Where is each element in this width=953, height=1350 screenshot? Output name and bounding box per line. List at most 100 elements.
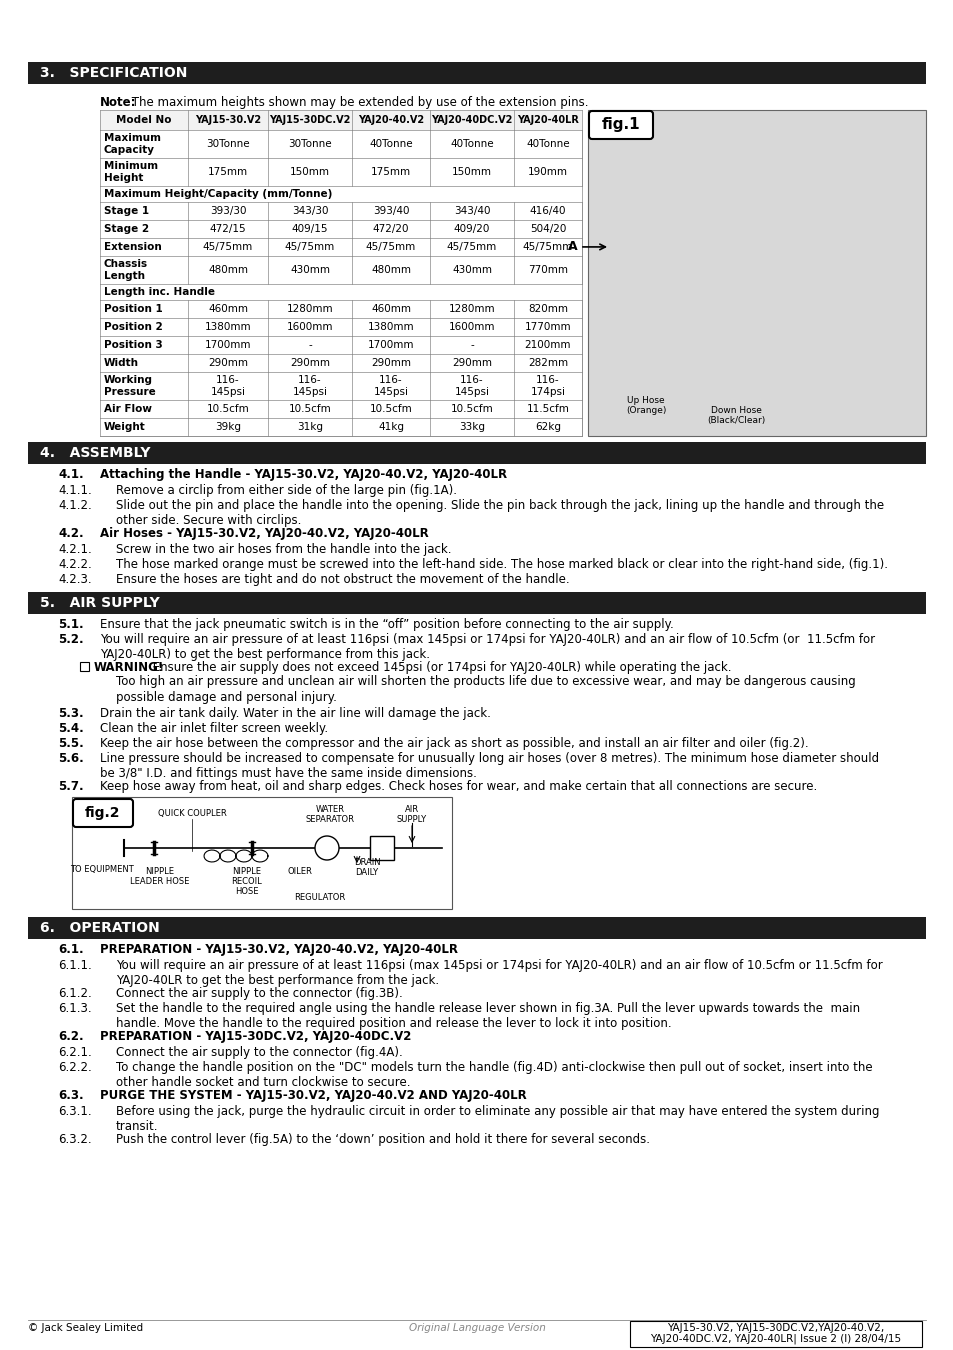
Text: 290mm: 290mm xyxy=(290,358,330,369)
Bar xyxy=(370,836,394,860)
Text: 1700mm: 1700mm xyxy=(367,340,414,350)
Text: 290mm: 290mm xyxy=(371,358,411,369)
Text: TO EQUIPMENT: TO EQUIPMENT xyxy=(71,865,133,873)
Text: Line pressure should be increased to compensate for unusually long air hoses (ov: Line pressure should be increased to com… xyxy=(100,752,879,780)
Text: 10.5cfm: 10.5cfm xyxy=(450,404,493,414)
Text: 430mm: 430mm xyxy=(290,265,330,275)
Text: 460mm: 460mm xyxy=(371,304,411,315)
Text: -: - xyxy=(308,340,312,350)
Bar xyxy=(100,130,581,158)
Bar xyxy=(28,917,925,940)
Text: 5.3.: 5.3. xyxy=(58,707,84,720)
Text: © Jack Sealey Limited: © Jack Sealey Limited xyxy=(28,1323,143,1332)
Text: 409/15: 409/15 xyxy=(292,224,328,234)
Text: Too high an air pressure and unclean air will shorten the products life due to e: Too high an air pressure and unclean air… xyxy=(116,675,855,688)
Text: 30Tonne: 30Tonne xyxy=(206,139,250,148)
Text: 45/75mm: 45/75mm xyxy=(366,242,416,252)
Text: Original Language Version: Original Language Version xyxy=(408,1323,545,1332)
Text: YAJ20-40.V2: YAJ20-40.V2 xyxy=(357,115,424,126)
Text: YAJ20-40DC.V2, YAJ20-40LR| Issue 2 (I) 28/04/15: YAJ20-40DC.V2, YAJ20-40LR| Issue 2 (I) 2… xyxy=(650,1334,901,1345)
Text: 6.2.1.: 6.2.1. xyxy=(58,1046,91,1058)
Text: 3.   SPECIFICATION: 3. SPECIFICATION xyxy=(40,66,187,80)
Bar xyxy=(80,662,89,671)
Text: 116-
145psi: 116- 145psi xyxy=(211,375,245,397)
Text: PURGE THE SYSTEM - YAJ15-30.V2, YAJ20-40.V2 AND YAJ20-40LR: PURGE THE SYSTEM - YAJ15-30.V2, YAJ20-40… xyxy=(100,1089,526,1102)
Text: REGULATOR: REGULATOR xyxy=(294,892,345,902)
Text: Ensure that the jack pneumatic switch is in the “off” position before connecting: Ensure that the jack pneumatic switch is… xyxy=(100,618,673,630)
Text: 62kg: 62kg xyxy=(535,423,560,432)
Text: 175mm: 175mm xyxy=(208,167,248,177)
Text: 472/15: 472/15 xyxy=(210,224,246,234)
Text: 45/75mm: 45/75mm xyxy=(522,242,573,252)
Text: 460mm: 460mm xyxy=(208,304,248,315)
Text: 116-
145psi: 116- 145psi xyxy=(374,375,408,397)
Text: 6.2.2.: 6.2.2. xyxy=(58,1061,91,1075)
Text: 5.4.: 5.4. xyxy=(58,722,84,734)
Text: Position 3: Position 3 xyxy=(104,340,163,350)
Text: fig.2: fig.2 xyxy=(85,806,121,819)
Text: 1600mm: 1600mm xyxy=(448,323,495,332)
Bar xyxy=(100,109,581,130)
Text: Drain the air tank daily. Water in the air line will damage the jack.: Drain the air tank daily. Water in the a… xyxy=(100,707,491,720)
FancyBboxPatch shape xyxy=(73,799,132,828)
Text: Connect the air supply to the connector (fig.3B).: Connect the air supply to the connector … xyxy=(116,987,402,1000)
Text: 1280mm: 1280mm xyxy=(448,304,495,315)
Text: 40Tonne: 40Tonne xyxy=(369,139,413,148)
Text: 480mm: 480mm xyxy=(208,265,248,275)
Text: 39kg: 39kg xyxy=(214,423,241,432)
Bar xyxy=(100,284,581,300)
Bar xyxy=(28,62,925,84)
Text: 40Tonne: 40Tonne xyxy=(526,139,569,148)
Bar xyxy=(587,109,925,436)
Text: 6.3.1.: 6.3.1. xyxy=(58,1106,91,1118)
Text: AIR
SUPPLY: AIR SUPPLY xyxy=(396,805,427,825)
Text: You will require an air pressure of at least 116psi (max 145psi or 174psi for YA: You will require an air pressure of at l… xyxy=(116,958,882,987)
Text: Clean the air inlet filter screen weekly.: Clean the air inlet filter screen weekly… xyxy=(100,722,328,734)
Text: 4.2.1.: 4.2.1. xyxy=(58,543,91,556)
Bar xyxy=(100,418,581,436)
Bar xyxy=(100,319,581,336)
Bar xyxy=(100,238,581,256)
Text: 5.1.: 5.1. xyxy=(58,618,84,630)
Bar xyxy=(100,202,581,220)
Circle shape xyxy=(314,836,338,860)
Text: QUICK COUPLER: QUICK COUPLER xyxy=(157,809,226,818)
Text: Position 1: Position 1 xyxy=(104,304,163,315)
Text: 4.1.1.: 4.1.1. xyxy=(58,485,91,497)
Text: YAJ15-30DC.V2: YAJ15-30DC.V2 xyxy=(269,115,351,126)
Text: 4.2.2.: 4.2.2. xyxy=(58,558,91,571)
Text: WARNING!: WARNING! xyxy=(94,662,164,674)
Text: Stage 1: Stage 1 xyxy=(104,207,149,216)
Text: 10.5cfm: 10.5cfm xyxy=(289,404,331,414)
Text: 480mm: 480mm xyxy=(371,265,411,275)
Bar xyxy=(28,593,925,614)
Text: 45/75mm: 45/75mm xyxy=(446,242,497,252)
FancyBboxPatch shape xyxy=(588,111,652,139)
Text: PREPARATION - YAJ15-30DC.V2, YAJ20-40DC.V2: PREPARATION - YAJ15-30DC.V2, YAJ20-40DC.… xyxy=(100,1030,411,1044)
Text: 40Tonne: 40Tonne xyxy=(450,139,494,148)
Text: LEADER HOSE: LEADER HOSE xyxy=(131,878,190,886)
Text: 31kg: 31kg xyxy=(296,423,323,432)
Text: 290mm: 290mm xyxy=(208,358,248,369)
Text: To change the handle position on the "DC" models turn the handle (fig.4D) anti-c: To change the handle position on the "DC… xyxy=(116,1061,872,1089)
Bar xyxy=(100,300,581,319)
Text: Slide out the pin and place the handle into the opening. Slide the pin back thro: Slide out the pin and place the handle i… xyxy=(116,500,883,526)
Text: Up Hose
(Orange): Up Hose (Orange) xyxy=(625,396,665,416)
Text: 820mm: 820mm xyxy=(527,304,567,315)
Text: Air Flow: Air Flow xyxy=(104,404,152,414)
Text: Ensure the hoses are tight and do not obstruct the movement of the handle.: Ensure the hoses are tight and do not ob… xyxy=(116,572,569,586)
Text: 4.   ASSEMBLY: 4. ASSEMBLY xyxy=(40,446,151,460)
Text: NIPPLE: NIPPLE xyxy=(233,867,261,876)
Bar xyxy=(100,158,581,186)
Text: Note:: Note: xyxy=(100,96,136,109)
Text: Air Hoses - YAJ15-30.V2, YAJ20-40.V2, YAJ20-40LR: Air Hoses - YAJ15-30.V2, YAJ20-40.V2, YA… xyxy=(100,526,428,540)
Text: Weight: Weight xyxy=(104,423,146,432)
Bar xyxy=(100,373,581,400)
Bar xyxy=(71,796,452,909)
Text: 504/20: 504/20 xyxy=(529,224,565,234)
Bar xyxy=(100,220,581,238)
Text: 2100mm: 2100mm xyxy=(524,340,571,350)
Text: 393/40: 393/40 xyxy=(373,207,409,216)
Text: 150mm: 150mm xyxy=(452,167,492,177)
Text: RECOIL
HOSE: RECOIL HOSE xyxy=(232,878,262,896)
